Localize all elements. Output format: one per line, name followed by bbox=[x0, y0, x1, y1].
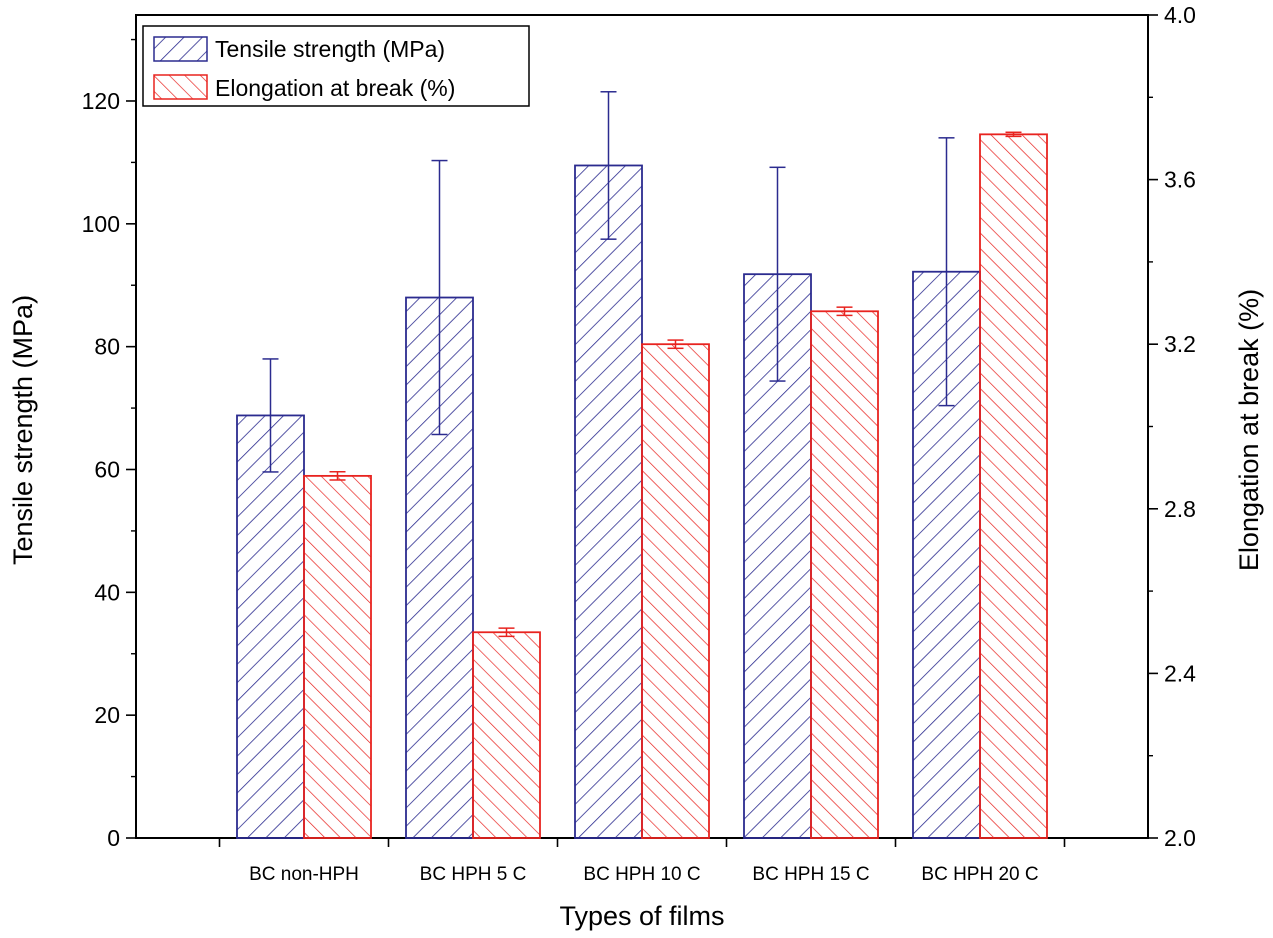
x-tick-label: BC HPH 20 C bbox=[921, 864, 1038, 885]
x-axis: BC non-HPH BC HPH 5 C BC HPH 10 C BC HPH 15… bbox=[218, 838, 1066, 885]
tensile-error-bar bbox=[262, 358, 279, 473]
elongation-bar bbox=[641, 343, 710, 839]
right-tick-label: 3.2 bbox=[1164, 331, 1196, 357]
left-tick-label: 0 bbox=[107, 825, 120, 851]
right-tick-label: 2.8 bbox=[1164, 496, 1196, 522]
elongation-bar bbox=[472, 631, 541, 839]
legend-label-elongation: Elongation at break (%) bbox=[215, 75, 455, 101]
elongation-bar bbox=[810, 310, 879, 839]
elongation-error-bar bbox=[667, 339, 684, 350]
right-tick-label: 4.0 bbox=[1164, 2, 1196, 28]
legend-swatch-elongation bbox=[153, 74, 208, 100]
right-tick-label: 2.4 bbox=[1164, 660, 1196, 686]
elongation-error-bar bbox=[498, 627, 515, 638]
tensile-error-bar bbox=[769, 166, 786, 382]
tensile-bar bbox=[574, 164, 643, 839]
tensile-error-bar bbox=[431, 159, 448, 436]
legend-swatch-tensile bbox=[153, 36, 208, 62]
left-tick-label: 20 bbox=[94, 702, 120, 728]
left-tick-label: 120 bbox=[82, 88, 120, 114]
bars bbox=[236, 91, 1048, 839]
left-tick-label: 80 bbox=[94, 334, 120, 360]
legend: Tensile strength (MPa) Elongation at bre… bbox=[142, 25, 530, 107]
right-axis-title: Elongation at break (%) bbox=[1234, 289, 1264, 571]
right-tick-label: 3.6 bbox=[1164, 167, 1196, 193]
x-tick-label: BC HPH 15 C bbox=[752, 864, 869, 885]
right-axis: 2.0 2.4 2.8 3.2 3.6 4.0 bbox=[1148, 2, 1196, 851]
x-tick-label: BC non-HPH bbox=[249, 864, 359, 885]
elongation-error-bar bbox=[329, 471, 346, 481]
tensile-error-bar bbox=[938, 137, 955, 407]
left-tick-label: 100 bbox=[82, 211, 120, 237]
x-axis-title: Types of films bbox=[559, 901, 724, 931]
right-tick-label: 2.0 bbox=[1164, 825, 1196, 851]
left-axis-title: Tensile strength (MPa) bbox=[8, 295, 38, 565]
elongation-error-bar bbox=[836, 306, 853, 317]
left-tick-label: 40 bbox=[94, 579, 120, 605]
x-tick-label: BC HPH 10 C bbox=[583, 864, 700, 885]
tensile-bar bbox=[236, 414, 305, 839]
elongation-bar bbox=[303, 474, 372, 839]
tensile-error-bar bbox=[600, 91, 617, 240]
elongation-bar bbox=[979, 133, 1048, 839]
x-tick-label: BC HPH 5 C bbox=[420, 864, 527, 885]
left-axis: 0 20 40 60 80 100 120 bbox=[82, 38, 136, 851]
left-tick-label: 60 bbox=[94, 456, 120, 482]
legend-label-tensile: Tensile strength (MPa) bbox=[215, 36, 445, 62]
elongation-error-bar bbox=[1005, 131, 1022, 138]
